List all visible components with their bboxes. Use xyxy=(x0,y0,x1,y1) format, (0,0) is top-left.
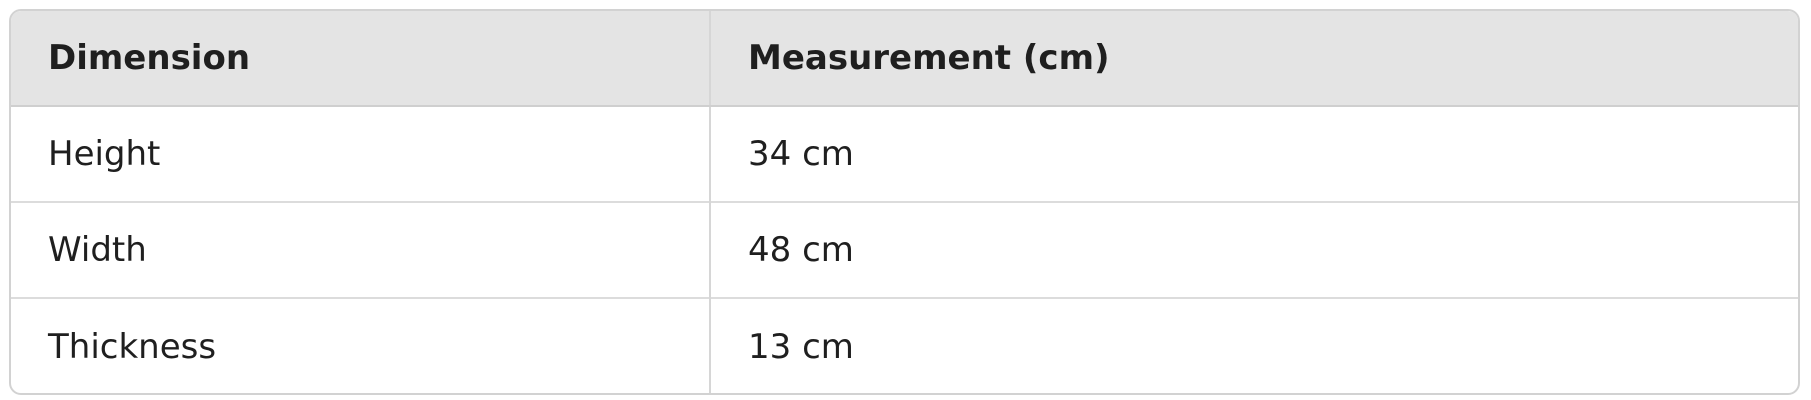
table-cell-measurement: 13 cm xyxy=(710,297,1798,393)
table-cell-dimension: Height xyxy=(11,106,711,202)
table-header-row: Dimension Measurement (cm) xyxy=(11,11,1798,107)
column-header-dimension: Dimension xyxy=(11,11,711,107)
table-row: Thickness 13 cm xyxy=(11,297,1798,393)
column-header-measurement: Measurement (cm) xyxy=(710,11,1798,107)
table-row: Width 48 cm xyxy=(11,201,1798,298)
dimensions-table: Dimension Measurement (cm) Height 34 cm … xyxy=(11,11,1798,393)
table-row: Height 34 cm xyxy=(11,106,1798,202)
table-cell-dimension: Width xyxy=(11,201,711,298)
table-cell-measurement: 48 cm xyxy=(710,201,1798,298)
table-cell-measurement: 34 cm xyxy=(748,134,854,174)
dimensions-table-container: Dimension Measurement (cm) Height 34 cm … xyxy=(9,9,1800,395)
table-cell-dimension: Thickness xyxy=(11,297,711,393)
